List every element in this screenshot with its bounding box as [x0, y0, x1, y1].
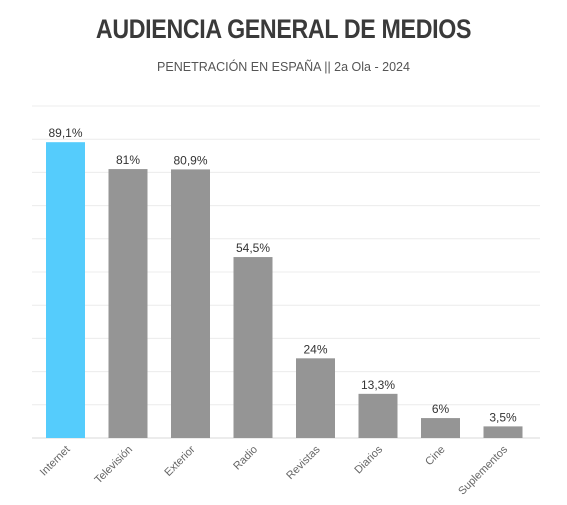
bar-radio — [233, 257, 273, 438]
bar-exterior — [171, 169, 210, 439]
x-tick-label-suplementos: Suplementos — [456, 443, 510, 497]
x-tick-label-cine: Cine — [423, 444, 447, 468]
x-tick-label-revistas: Revistas — [284, 443, 323, 482]
x-tick-label-radio: Radio — [231, 444, 260, 473]
bar-cine — [421, 418, 460, 438]
bar-revistas — [296, 358, 335, 438]
x-tick-label-diarios: Diarios — [352, 443, 385, 476]
bar-value-label-revistas: 24% — [303, 342, 327, 356]
x-tick-label-television: Televisión — [92, 444, 135, 487]
category-tick-labels: Internet Televisión Exterior Radio Revistas D… — [38, 443, 511, 497]
chart-subtitle: PENETRACIÓN EN ESPAÑA || 2a Ola - 2024 — [157, 60, 410, 74]
bar-value-label-suplementos: 3,5% — [489, 410, 517, 424]
bar-value-label-television: 81% — [116, 153, 140, 167]
bar-value-label-internet: 89,1% — [48, 126, 82, 140]
bar-television — [108, 169, 148, 438]
bar-value-labels: 89,1% 81% 80,9% 54,5% 24% 13,3% 6% 3,5% — [48, 126, 517, 424]
x-tick-label-internet: Internet — [38, 444, 73, 479]
bar-diarios — [358, 393, 398, 438]
bar-value-label-radio: 54,5% — [236, 241, 270, 255]
x-tick-label-exterior: Exterior — [162, 443, 198, 479]
bar-suplementos — [483, 426, 523, 438]
bar-value-label-exterior: 80,9% — [173, 153, 207, 167]
chart-title: AUDIENCIA GENERAL DE MEDIOS — [95, 14, 472, 44]
bar-value-label-diarios: 13,3% — [361, 378, 395, 392]
bar-value-label-cine: 6% — [432, 402, 450, 416]
bar-internet — [46, 142, 85, 439]
gridlines — [32, 105, 540, 439]
bars — [46, 142, 523, 439]
